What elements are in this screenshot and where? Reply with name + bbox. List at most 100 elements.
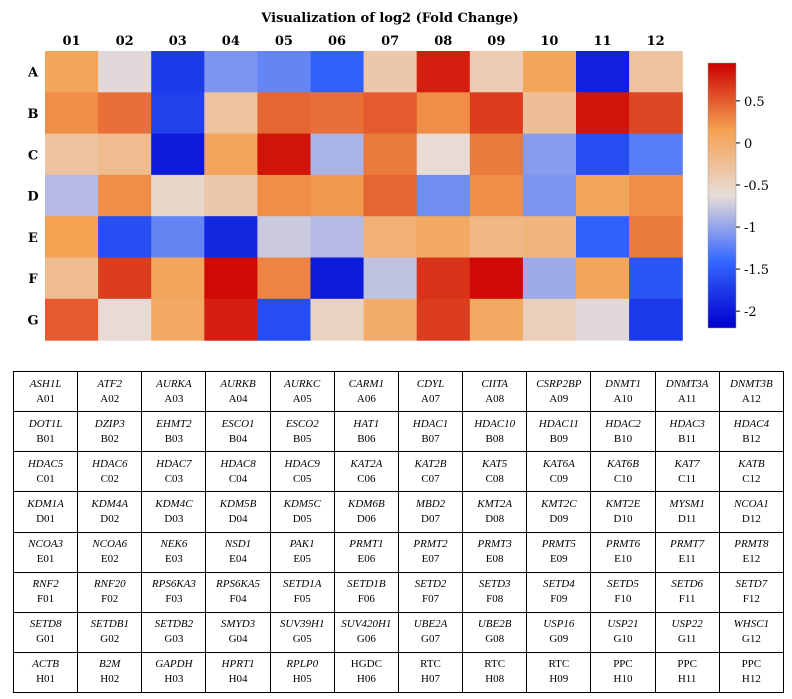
well-id: B09 — [549, 432, 568, 445]
plate-cell: PRMT6 E10 — [590, 531, 656, 573]
row-label-G: G — [27, 313, 38, 328]
heatmap-cell-G10 — [522, 298, 577, 341]
well-id: C03 — [164, 472, 184, 485]
heatmap-cell-C01 — [45, 133, 99, 176]
heatmap-cell-B12 — [629, 92, 683, 135]
well-id: B11 — [678, 432, 697, 445]
heatmap-cell-F01 — [45, 257, 99, 300]
plate-cell: HPRT1 H04 — [205, 651, 271, 694]
heatmap-cell-E05 — [257, 216, 312, 259]
gene-name: PRMT6 — [605, 538, 641, 551]
plate-cell: HDAC7 C03 — [141, 451, 207, 493]
gene-name: RTC — [548, 658, 570, 671]
plate-cell: MYSM1 D11 — [654, 491, 720, 533]
plate-cell: CIITA A08 — [462, 370, 528, 413]
plate-cell: DZIP3 B02 — [77, 411, 143, 453]
plate-cell: ACTB H01 — [12, 651, 79, 694]
heatmap-cell-E08 — [416, 216, 471, 259]
heatmap-cell-B05 — [257, 92, 312, 135]
well-id: B02 — [100, 432, 119, 445]
well-id: G01 — [36, 633, 56, 646]
heatmap-cell-A08 — [416, 51, 471, 93]
plate-cell: SETD3 F08 — [462, 571, 528, 613]
well-id: F03 — [165, 593, 183, 606]
gene-name: NCOA1 — [733, 497, 769, 510]
well-id: H04 — [228, 673, 248, 686]
plate-row: ACTB H01 B2M H02 GAPDH H03 HPRT1 H04 RPLP0 H05 HGD… — [12, 651, 785, 694]
plate-cell: SETD5 F10 — [590, 571, 656, 613]
heatmap-cell-C06 — [310, 133, 365, 176]
gene-name: PPC — [741, 658, 762, 671]
heatmap-cell-D05 — [257, 174, 312, 217]
heatmap-cell-A05 — [257, 51, 312, 93]
heatmap-cell-D08 — [416, 174, 471, 217]
plate-cell: ASH1L A01 — [12, 370, 79, 413]
plate-cell: NCOA6 E02 — [77, 531, 143, 573]
well-id: A11 — [677, 392, 697, 405]
plate-cell: RPS6KA3 F03 — [141, 571, 207, 613]
gene-name: SETD2 — [414, 578, 447, 591]
heatmap-cell-C09 — [469, 133, 524, 176]
well-id: B05 — [293, 432, 312, 445]
well-id: F12 — [742, 593, 760, 606]
well-id: H01 — [36, 673, 56, 686]
gene-name: SETD4 — [542, 578, 575, 591]
gene-name: KAT5 — [482, 457, 508, 470]
gene-name: SUV39H1 — [279, 618, 325, 631]
well-id: E08 — [485, 553, 504, 566]
well-id: H06 — [356, 673, 376, 686]
plate-cell: KMT2C D09 — [526, 491, 592, 533]
plate-row: RNF2 F01 RNF20 F02 RPS6KA3 F03 RPS6KA5 F04 SETD1… — [12, 571, 785, 613]
heatmap-cell-F10 — [522, 257, 577, 300]
gene-name: HDAC2 — [605, 417, 641, 430]
heatmap-cell-E02 — [98, 216, 152, 259]
heatmap-cell-G09 — [469, 298, 524, 341]
gene-name: PPC — [613, 658, 633, 671]
well-id: G07 — [421, 633, 440, 646]
plate-cell: SMYD3 G04 — [205, 611, 271, 653]
plate-cell: HDAC11 B09 — [526, 411, 592, 453]
well-id: F09 — [550, 593, 568, 606]
gene-name: CDYL — [416, 377, 445, 390]
gene-name: ATF2 — [97, 377, 123, 390]
gene-name: KDM1A — [27, 497, 64, 510]
heatmap-cell-F03 — [151, 257, 205, 300]
well-id: G03 — [164, 633, 184, 646]
plate-cell: RTC H07 — [397, 651, 464, 694]
well-id: A07 — [421, 392, 440, 405]
well-id: C06 — [357, 472, 376, 485]
gene-name: KATB — [738, 457, 765, 470]
heatmap-cell-A07 — [363, 51, 418, 93]
heatmap-cell-B07 — [363, 92, 418, 135]
gene-name: WHSC1 — [733, 618, 770, 631]
plate-cell: GAPDH H03 — [141, 651, 207, 694]
gene-name: PRMT2 — [413, 538, 448, 551]
heatmap-cell-G12 — [629, 298, 683, 341]
plate-cell: EHMT2 B03 — [141, 411, 207, 453]
well-id: G11 — [677, 633, 697, 646]
gene-name: PAK1 — [289, 538, 315, 551]
gene-name: USP22 — [671, 618, 703, 631]
gene-name: RNF20 — [93, 578, 126, 591]
gene-name: RPS6KA5 — [216, 578, 261, 591]
heatmap-cell-E10 — [522, 216, 577, 259]
gene-name: KAT7 — [674, 457, 700, 470]
gene-name: SETD7 — [735, 578, 768, 591]
plate-cell: HDAC9 C05 — [269, 451, 335, 493]
heatmap-cell-B09 — [469, 92, 524, 135]
gene-name: ASH1L — [29, 377, 62, 390]
plate-cell: AURKC A05 — [269, 370, 335, 413]
plate-cell: RTC H08 — [462, 651, 528, 694]
heatmap-cell-D12 — [629, 174, 683, 217]
heatmap-cell-F05 — [257, 257, 312, 300]
gene-name: ACTB — [32, 658, 60, 671]
heatmap-cell-C08 — [416, 133, 471, 176]
plate-row: SETD8 G01 SETDB1 G02 SETDB2 G03 SMYD3 G04 SUV39H… — [12, 611, 785, 653]
gene-name: AURKB — [220, 377, 256, 390]
plate-cell: HDAC8 C04 — [205, 451, 271, 493]
plate-cell: ESCO2 B05 — [269, 411, 335, 453]
well-id: D09 — [549, 512, 569, 525]
well-id: H08 — [485, 673, 505, 686]
well-id: F08 — [486, 593, 504, 606]
plate-row: HDAC5 C01 HDAC6 C02 HDAC7 C03 HDAC8 C04 HDAC9 C05… — [12, 451, 785, 493]
